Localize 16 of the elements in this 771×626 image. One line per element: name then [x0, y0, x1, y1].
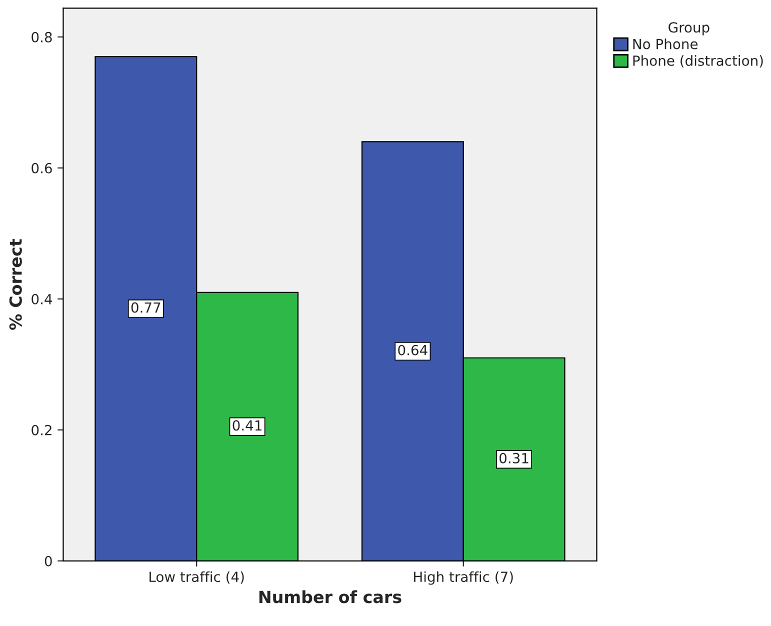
- y-tick-label: 0.6: [32, 162, 52, 174]
- x-tick-label: High traffic (7): [414, 571, 513, 585]
- data-label: 0.31: [500, 452, 528, 464]
- x-axis-title: Number of cars: [259, 590, 402, 604]
- x-tick-label: Low traffic (4): [150, 571, 244, 584]
- y-tick-label: 0: [44, 556, 52, 566]
- y-tick-label: 0.2: [32, 424, 52, 436]
- data-label: 0.77: [131, 302, 160, 313]
- legend-label: No Phone: [633, 38, 698, 50]
- y-tick-label: 0.4: [32, 294, 52, 304]
- legend-title: Group: [668, 22, 710, 36]
- data-label: 0.41: [232, 420, 262, 431]
- legend-label: Phone (distraction): [633, 55, 763, 68]
- y-axis-title: % Correct: [9, 239, 22, 330]
- data-label: 0.64: [398, 344, 428, 356]
- y-tick-label: 0.8: [32, 32, 52, 42]
